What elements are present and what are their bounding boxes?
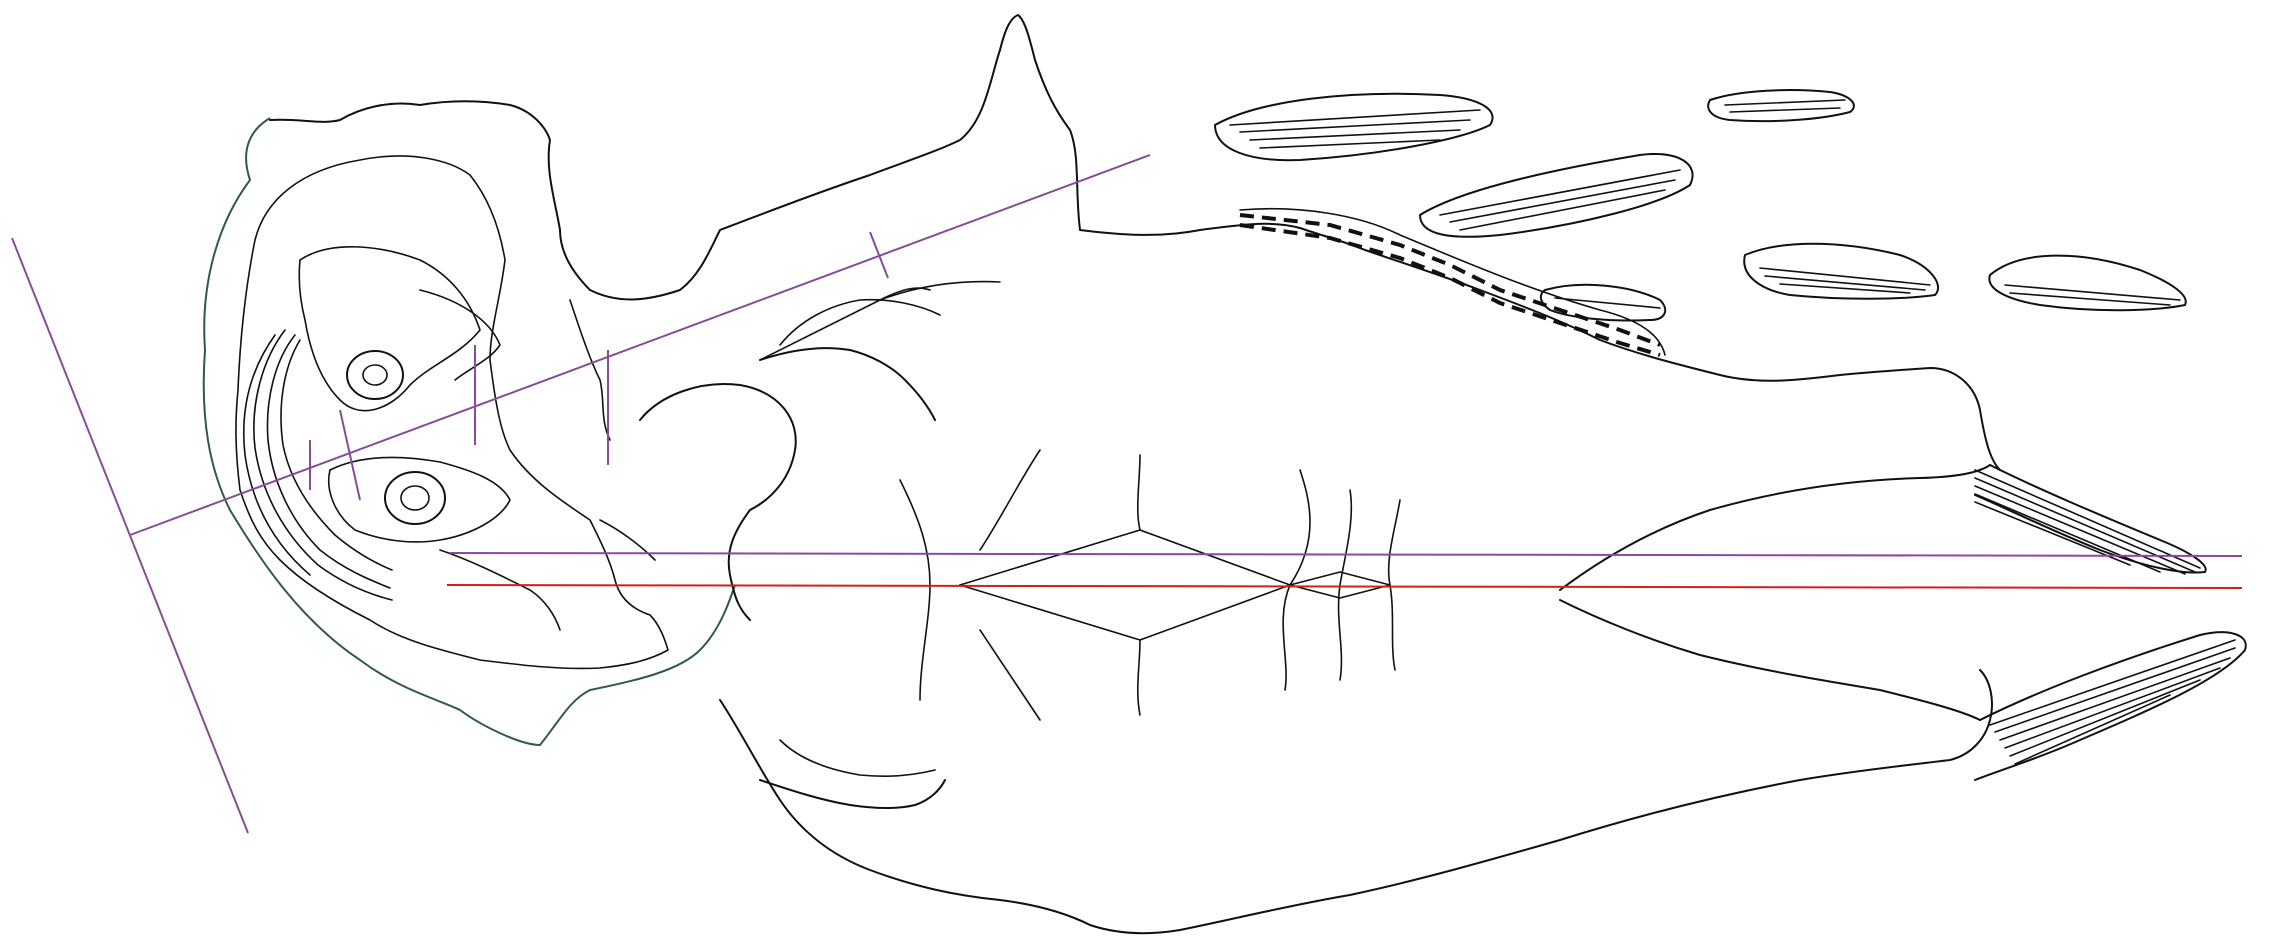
- fin-fragment-3: [1707, 89, 1855, 123]
- caudal-lower-rays: [1989, 639, 2236, 765]
- body-rib-6: [979, 629, 1041, 721]
- eye-lower-pupil: [400, 485, 430, 511]
- caudal-upper-fin: [1974, 464, 2207, 574]
- body-rib-7: [1136, 454, 1141, 531]
- head-detail-1: [419, 289, 501, 381]
- eye-upper: [346, 350, 404, 400]
- scale-row-dashes-2: [1239, 223, 1661, 357]
- body-lateral-lower: [959, 584, 1291, 641]
- pectoral-fin-upper-rim: [779, 298, 941, 346]
- eye-upper-pupil: [362, 364, 388, 386]
- midline-red: [446, 584, 2243, 589]
- pectoral-fin-lower-rim: [779, 739, 936, 777]
- body-rib-2: [1337, 489, 1353, 681]
- caudal-lower-outline: [1559, 599, 1981, 721]
- fin-fragment-1: [1214, 92, 1494, 162]
- body-lateral-upper: [959, 529, 1291, 586]
- caudal-lower-fin: [1974, 631, 2247, 781]
- body-rib-4: [899, 479, 931, 701]
- orbit-upper: [298, 246, 481, 412]
- reference-line-vertical: [11, 237, 249, 834]
- jaw-plate-4: [280, 339, 393, 571]
- head-detail-2: [439, 549, 561, 631]
- scale-row-frame: [1239, 207, 1666, 356]
- fin-fragment-6: [1539, 283, 1667, 322]
- body-lower-outline: [719, 669, 1993, 935]
- head-inner-outline: [235, 155, 669, 670]
- body-rib-5: [979, 449, 1041, 551]
- pectoral-fin-lower: [759, 779, 946, 810]
- head-outline: [269, 14, 2001, 471]
- reference-line-diagonal: [129, 154, 1151, 536]
- pectoral-fin-upper: [759, 347, 936, 421]
- jaw-plate-1: [266, 334, 391, 589]
- caudal-upper-outline: [1559, 464, 1991, 591]
- head-detail-4: [599, 519, 656, 561]
- scale-row-dashes-1: [1239, 213, 1661, 347]
- dorsal-edge-1: [759, 287, 931, 361]
- fin-fragment-2: [1419, 153, 1694, 238]
- reference-tick-1: [869, 231, 889, 279]
- operculum-outline: [639, 383, 797, 621]
- jaw-plate-2: [253, 329, 393, 601]
- body-rib-3: [1387, 499, 1401, 671]
- dorsal-edge-2: [879, 280, 1001, 301]
- body-rib-8: [1136, 639, 1141, 716]
- eye-lower: [384, 471, 446, 525]
- jaw-plate-3: [242, 334, 311, 576]
- reference-tick-5: [339, 409, 361, 501]
- orbit-lower: [328, 456, 511, 543]
- fin-fragment-4: [1743, 242, 1940, 300]
- head-green-outline: [202, 117, 736, 747]
- caudal-upper-rays: [1974, 469, 2201, 575]
- reference-line-horizontal: [449, 552, 2243, 557]
- fin-fragment-5: [1988, 254, 2187, 312]
- body-rib-1: [1282, 469, 1311, 691]
- head-detail-3: [569, 299, 611, 441]
